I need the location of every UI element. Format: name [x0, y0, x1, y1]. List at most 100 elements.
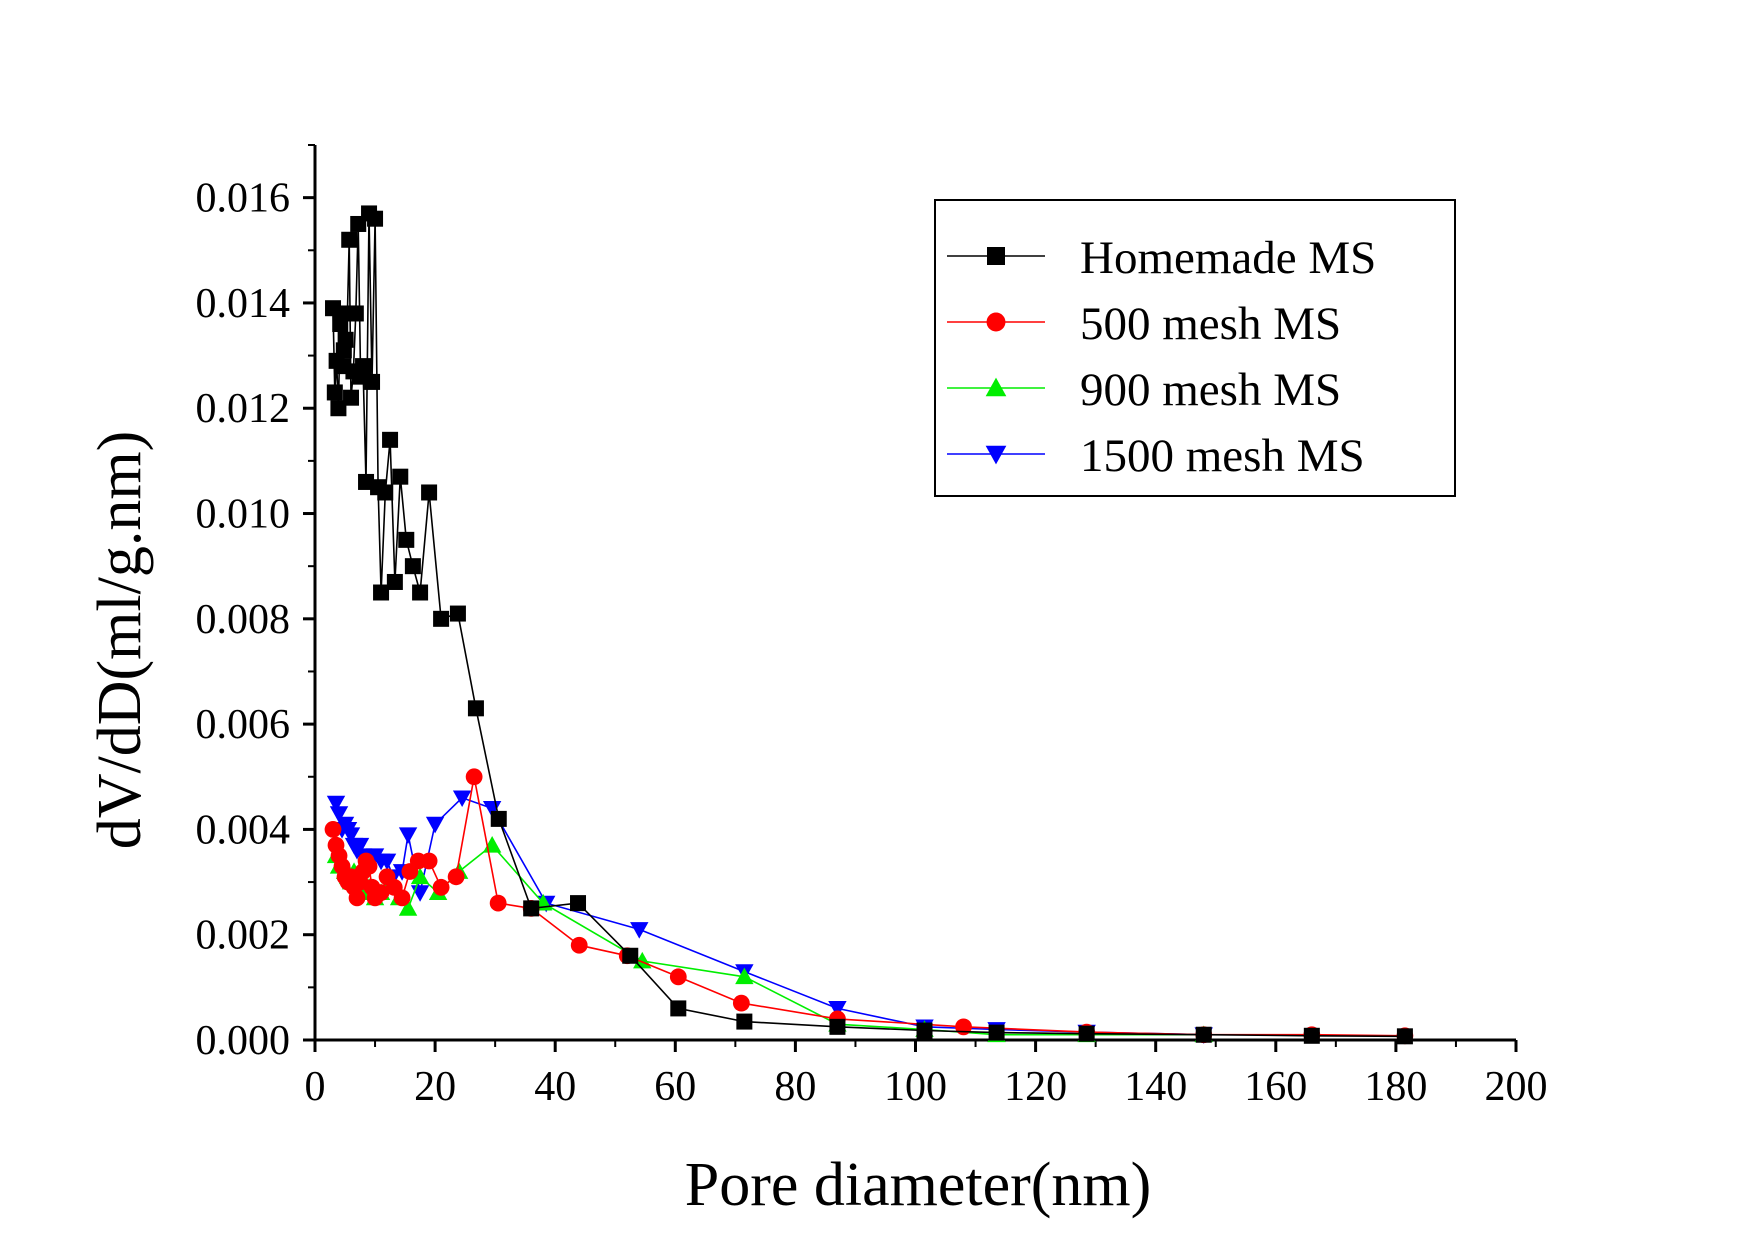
data-point-500-mesh-ms — [669, 968, 687, 986]
y-tick-label: 0.000 — [196, 1018, 291, 1064]
series-layer — [324, 205, 1414, 1045]
series-900-mesh-ms — [326, 836, 1213, 1043]
data-point-homemade-ms — [421, 484, 438, 501]
series-homemade-ms — [325, 205, 1413, 1045]
data-point-homemade-ms — [325, 300, 342, 317]
data-point-500-mesh-ms — [360, 857, 378, 875]
data-point-500-mesh-ms — [348, 889, 366, 907]
data-point-500-mesh-ms — [465, 768, 483, 786]
x-tick-label: 160 — [1244, 1064, 1307, 1110]
x-tick-label: 20 — [414, 1064, 456, 1110]
y-tick-label: 0.012 — [196, 386, 291, 432]
x-tick-label: 40 — [534, 1064, 576, 1110]
x-tick-label: 80 — [774, 1064, 816, 1110]
legend-label-homemade-ms: Homemade MS — [1080, 232, 1376, 284]
y-tick-label: 0.016 — [196, 176, 291, 222]
data-point-900-mesh-ms — [410, 867, 430, 885]
legend-marker-1500-mesh-ms — [985, 445, 1007, 465]
data-point-500-mesh-ms — [372, 884, 390, 901]
series-line-900-mesh-ms — [335, 844, 1204, 1036]
data-point-1500-mesh-ms — [398, 827, 418, 844]
data-point-1500-mesh-ms — [828, 1001, 847, 1018]
data-point-500-mesh-ms — [732, 994, 750, 1012]
data-point-500-mesh-ms — [489, 894, 507, 912]
data-point-homemade-ms — [330, 400, 347, 417]
y-tick-label: 0.008 — [196, 597, 291, 643]
data-point-homemade-ms — [1396, 1028, 1413, 1045]
data-point-homemade-ms — [382, 431, 399, 448]
data-point-500-mesh-ms — [420, 852, 438, 870]
data-point-1500-mesh-ms — [350, 837, 370, 855]
data-point-1500-mesh-ms — [326, 795, 346, 813]
data-point-1500-mesh-ms — [630, 922, 649, 939]
data-point-500-mesh-ms — [432, 878, 450, 896]
data-point-1500-mesh-ms — [452, 790, 472, 808]
x-tick-label: 120 — [1004, 1064, 1067, 1110]
data-point-homemade-ms — [433, 610, 450, 627]
data-point-homemade-ms — [358, 473, 375, 490]
data-point-homemade-ms — [392, 468, 409, 485]
data-point-homemade-ms — [355, 358, 372, 375]
x-tick-label: 0 — [305, 1064, 326, 1110]
data-point-homemade-ms — [343, 389, 360, 406]
data-point-homemade-ms — [622, 947, 639, 964]
y-axis-title: dV/dD(ml/g.nm) — [86, 431, 154, 849]
data-point-homemade-ms — [373, 584, 390, 601]
legend-label-900-mesh-ms: 900 mesh MS — [1080, 364, 1341, 416]
x-tick-label: 140 — [1124, 1064, 1187, 1110]
data-point-1500-mesh-ms — [341, 827, 361, 844]
data-point-1500-mesh-ms — [377, 853, 397, 871]
legend-label-1500-mesh-ms: 1500 mesh MS — [1080, 430, 1365, 482]
data-point-1500-mesh-ms — [329, 806, 349, 823]
x-tick-label: 200 — [1485, 1064, 1548, 1110]
legend: Homemade MS 500 mesh MS 900 mesh MS 1500 me… — [934, 199, 1456, 497]
legend-marker-500-mesh-ms — [986, 312, 1006, 332]
data-point-homemade-ms — [467, 700, 484, 717]
data-point-homemade-ms — [988, 1024, 1005, 1041]
data-point-homemade-ms — [377, 484, 394, 501]
data-point-500-mesh-ms — [570, 936, 588, 954]
data-point-homemade-ms — [367, 210, 384, 227]
data-point-homemade-ms — [523, 900, 540, 917]
data-point-homemade-ms — [1078, 1025, 1095, 1042]
y-tick-label: 0.010 — [196, 492, 291, 538]
data-point-homemade-ms — [829, 1018, 846, 1035]
series-1500-mesh-ms — [326, 790, 1213, 1044]
y-tick-label: 0.004 — [196, 807, 291, 853]
data-point-500-mesh-ms — [447, 868, 465, 886]
data-point-homemade-ms — [1195, 1026, 1212, 1043]
legend-box — [934, 199, 1456, 497]
data-point-900-mesh-ms — [735, 967, 754, 985]
data-point-homemade-ms — [341, 231, 358, 248]
data-point-1500-mesh-ms — [425, 816, 445, 834]
axes: 0 20 40 60 80 100 120 140 160 180 200 0.000 0.002 0.0… — [196, 144, 1548, 1110]
data-point-900-mesh-ms — [398, 899, 418, 916]
data-point-homemade-ms — [412, 584, 429, 601]
x-tick-label: 60 — [654, 1064, 696, 1110]
data-point-homemade-ms — [326, 384, 343, 401]
data-point-500-mesh-ms — [324, 821, 342, 838]
data-point-homemade-ms — [490, 810, 507, 827]
data-point-homemade-ms — [386, 573, 403, 590]
y-tick-label: 0.014 — [196, 281, 291, 327]
data-point-homemade-ms — [364, 373, 381, 390]
data-point-homemade-ms — [1303, 1027, 1320, 1044]
data-point-homemade-ms — [404, 558, 421, 575]
data-point-homemade-ms — [570, 895, 587, 912]
x-tick-label: 100 — [884, 1064, 947, 1110]
legend-marker-900-mesh-ms — [985, 377, 1007, 397]
x-tick-label: 180 — [1364, 1064, 1427, 1110]
data-point-homemade-ms — [398, 531, 415, 548]
data-point-homemade-ms — [337, 331, 354, 348]
data-point-homemade-ms — [670, 1000, 687, 1017]
x-axis-title: Pore diameter(nm) — [685, 1151, 1152, 1219]
legend-marker-homemade-ms — [987, 247, 1005, 265]
data-point-500-mesh-ms — [955, 1018, 972, 1036]
legend-label-500-mesh-ms: 500 mesh MS — [1080, 298, 1341, 350]
y-tick-label: 0.002 — [196, 913, 291, 959]
series-line-1500-mesh-ms — [335, 796, 1204, 1036]
data-point-homemade-ms — [916, 1022, 933, 1039]
data-point-homemade-ms — [736, 1013, 753, 1030]
